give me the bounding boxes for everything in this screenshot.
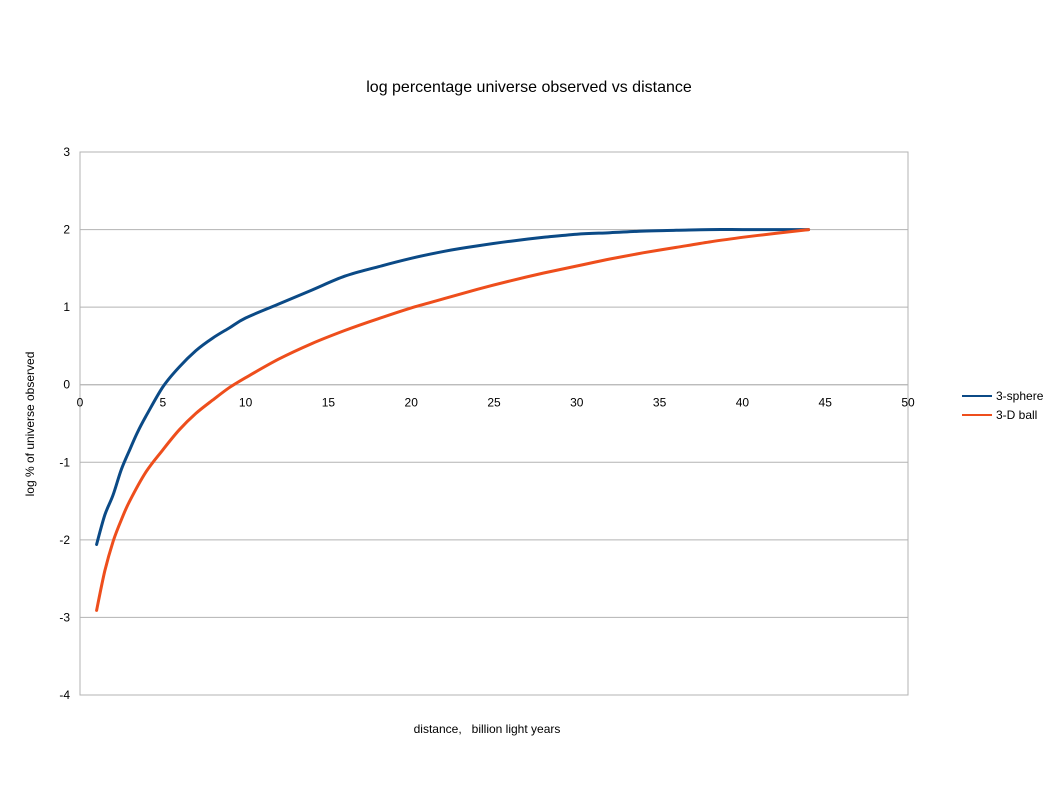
series-line-3-sphere xyxy=(95,228,811,546)
y-tick-label: 3 xyxy=(63,145,70,159)
y-tick-label: -1 xyxy=(59,455,70,469)
legend: 3-sphere 3-D ball xyxy=(962,389,1044,422)
legend-label-3-sphere: 3-sphere xyxy=(996,389,1044,403)
chart-title: log percentage universe observed vs dist… xyxy=(366,79,692,96)
x-axis-label: distance, billion light years xyxy=(414,722,561,736)
x-tick-label: 45 xyxy=(819,396,833,410)
x-tick-label: 5 xyxy=(159,396,166,410)
y-tick-label: 1 xyxy=(63,300,70,314)
y-tick-label: 0 xyxy=(63,378,70,392)
y-tick-label: 2 xyxy=(63,223,70,237)
x-tick-label: 25 xyxy=(487,396,501,410)
x-tick-label: 35 xyxy=(653,396,667,410)
legend-label-3-d-ball: 3-D ball xyxy=(996,408,1037,422)
y-tick-label: -3 xyxy=(59,610,70,624)
x-tick-label: 50 xyxy=(901,396,915,410)
y-tick-label: -4 xyxy=(59,688,70,702)
series-lines xyxy=(95,228,811,612)
series-line-3-d-ball xyxy=(95,228,811,612)
x-tick-label: 30 xyxy=(570,396,584,410)
y-tick-label: -2 xyxy=(59,533,70,547)
x-tick-labels: 0 5 10 15 20 25 30 35 40 45 50 xyxy=(77,396,915,410)
x-tick-label: 0 xyxy=(77,396,84,410)
x-tick-label: 40 xyxy=(736,396,750,410)
x-tick-label: 15 xyxy=(322,396,336,410)
x-tick-label: 10 xyxy=(239,396,253,410)
plot-area xyxy=(79,151,909,696)
y-tick-labels: 3 2 1 0 -1 -2 -3 -4 xyxy=(59,145,70,702)
y-axis-label: log % of universe observed xyxy=(23,352,37,497)
x-tick-label: 20 xyxy=(405,396,419,410)
